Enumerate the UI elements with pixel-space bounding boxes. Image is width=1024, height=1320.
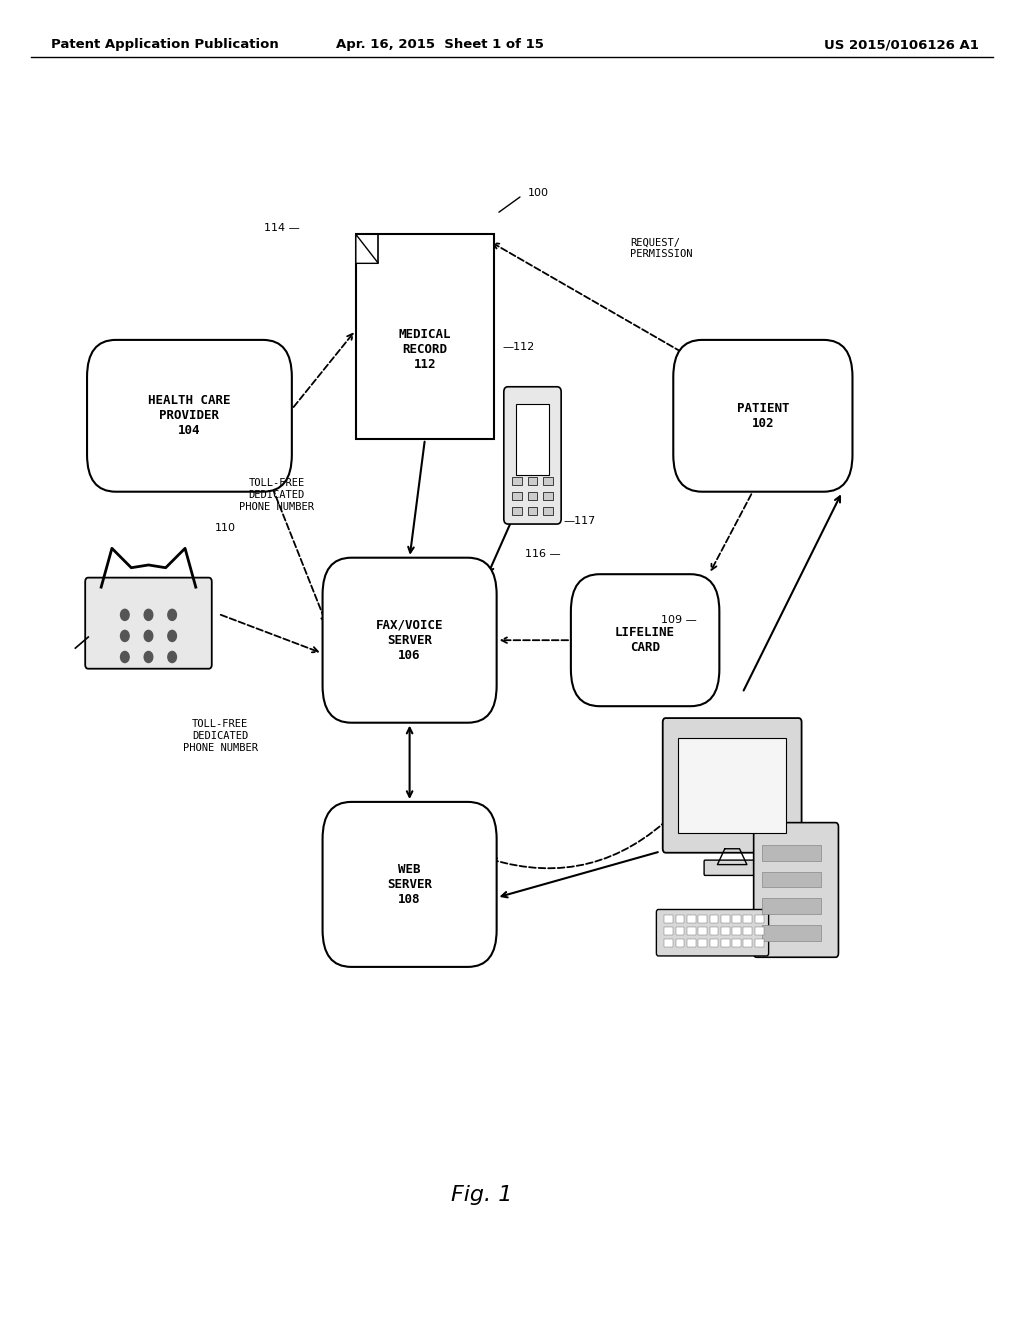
Bar [676,927,684,935]
Circle shape [121,610,129,620]
Text: Patent Application Publication: Patent Application Publication [51,38,279,51]
Bar [755,939,764,946]
Bar [743,939,753,946]
Bar [698,915,708,923]
Text: 110: 110 [215,523,237,533]
Text: MEDICAL
RECORD
112: MEDICAL RECORD 112 [398,329,452,371]
Circle shape [168,610,176,620]
FancyBboxPatch shape [323,801,497,966]
Bar [732,927,741,935]
Text: 114 —: 114 — [264,223,299,232]
Text: PATIENT
102: PATIENT 102 [736,401,790,430]
Bar [527,492,538,500]
FancyBboxPatch shape [663,718,802,853]
Text: —112: —112 [502,342,535,352]
Text: 116 —: 116 — [525,549,561,560]
Bar [721,927,730,935]
Bar [762,925,820,941]
Text: Fig. 1: Fig. 1 [451,1184,512,1205]
Circle shape [144,610,153,620]
Text: HEALTH CARE
PROVIDER
104: HEALTH CARE PROVIDER 104 [148,395,230,437]
FancyBboxPatch shape [656,909,769,956]
FancyBboxPatch shape [754,822,839,957]
Bar [678,738,786,833]
Bar [721,939,730,946]
Text: —117: —117 [563,516,595,527]
Bar [543,507,553,515]
Text: Apr. 16, 2015  Sheet 1 of 15: Apr. 16, 2015 Sheet 1 of 15 [336,38,545,51]
Circle shape [144,631,153,642]
Bar [710,927,719,935]
Polygon shape [356,235,379,263]
Circle shape [168,631,176,642]
Text: TOLL-FREE
DEDICATED
PHONE NUMBER: TOLL-FREE DEDICATED PHONE NUMBER [182,719,258,752]
FancyBboxPatch shape [674,339,852,491]
Bar [762,898,820,913]
Bar [543,492,553,500]
Text: WEB
SERVER
108: WEB SERVER 108 [387,863,432,906]
Bar [665,915,673,923]
Bar [512,507,522,515]
Bar [743,915,753,923]
Bar [710,915,719,923]
Bar [762,871,820,887]
Bar [512,492,522,500]
Bar [356,235,494,438]
Bar [543,477,553,484]
Text: TOLL-FREE
DEDICATED
PHONE NUMBER: TOLL-FREE DEDICATED PHONE NUMBER [239,478,314,512]
Text: REQUEST/
PERMISSION: REQUEST/ PERMISSION [630,238,692,259]
Text: 100: 100 [527,187,549,198]
Bar [721,915,730,923]
Bar [698,939,708,946]
Text: US 2015/0106126 A1: US 2015/0106126 A1 [823,38,979,51]
Bar [698,927,708,935]
Text: LIFELINE
CARD: LIFELINE CARD [615,626,675,655]
FancyBboxPatch shape [571,574,719,706]
Bar [527,477,538,484]
Circle shape [144,652,153,663]
Bar [665,927,673,935]
FancyBboxPatch shape [705,861,760,875]
Bar [732,939,741,946]
Bar [665,939,673,946]
FancyBboxPatch shape [85,578,212,669]
Bar [516,404,550,475]
Bar [743,927,753,935]
Bar [762,845,820,861]
Circle shape [121,631,129,642]
Circle shape [121,652,129,663]
Bar [687,939,695,946]
Bar [676,939,684,946]
Circle shape [168,652,176,663]
Bar [755,915,764,923]
FancyBboxPatch shape [504,387,561,524]
Bar [710,939,719,946]
Bar [687,915,695,923]
Bar [527,507,538,515]
Bar [512,477,522,484]
Text: FAX/VOICE
SERVER
106: FAX/VOICE SERVER 106 [376,619,443,661]
FancyBboxPatch shape [323,557,497,722]
Text: 109 —: 109 — [660,615,696,626]
Bar [755,927,764,935]
Bar [676,915,684,923]
FancyBboxPatch shape [87,339,292,491]
Bar [687,927,695,935]
Bar [732,915,741,923]
